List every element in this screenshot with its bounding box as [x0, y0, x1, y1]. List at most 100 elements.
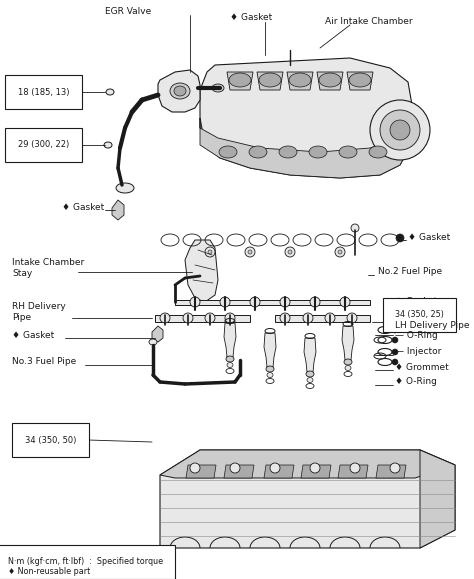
- Circle shape: [392, 327, 398, 333]
- Ellipse shape: [226, 356, 234, 362]
- Text: EGR Valve: EGR Valve: [105, 8, 151, 16]
- Ellipse shape: [249, 146, 267, 158]
- Ellipse shape: [149, 339, 157, 345]
- Text: Intake Chamber
Stay: Intake Chamber Stay: [12, 258, 84, 278]
- Ellipse shape: [170, 83, 190, 99]
- Polygon shape: [338, 465, 368, 478]
- Circle shape: [160, 313, 170, 323]
- Circle shape: [338, 250, 342, 254]
- Circle shape: [335, 247, 345, 257]
- Polygon shape: [152, 326, 163, 342]
- Text: 34 (350, 50): 34 (350, 50): [25, 435, 76, 445]
- Circle shape: [285, 247, 295, 257]
- Circle shape: [350, 463, 360, 473]
- Ellipse shape: [267, 372, 273, 378]
- Text: ♦ Gasket: ♦ Gasket: [408, 233, 450, 243]
- Text: ♦ Grommet: ♦ Grommet: [395, 364, 449, 372]
- Text: 34 (350, 25): 34 (350, 25): [395, 310, 444, 320]
- Polygon shape: [112, 200, 124, 220]
- Text: ♦ Gasket: ♦ Gasket: [12, 331, 54, 339]
- Ellipse shape: [289, 73, 311, 87]
- Ellipse shape: [319, 73, 341, 87]
- Polygon shape: [301, 465, 331, 478]
- Bar: [155, 315, 250, 322]
- Polygon shape: [420, 450, 455, 548]
- Polygon shape: [227, 72, 253, 90]
- Circle shape: [270, 463, 280, 473]
- Ellipse shape: [307, 378, 313, 383]
- Bar: [275, 315, 370, 322]
- Polygon shape: [200, 118, 408, 178]
- Circle shape: [351, 224, 359, 232]
- Ellipse shape: [339, 146, 357, 158]
- Ellipse shape: [345, 365, 351, 371]
- Polygon shape: [304, 338, 316, 372]
- Circle shape: [248, 250, 252, 254]
- Polygon shape: [342, 326, 354, 360]
- Circle shape: [390, 463, 400, 473]
- Circle shape: [347, 313, 357, 323]
- Polygon shape: [200, 58, 412, 178]
- Polygon shape: [224, 323, 236, 357]
- Text: N·m (kgf·cm, ft·lbf)  :  Specified torque: N·m (kgf·cm, ft·lbf) : Specified torque: [8, 558, 163, 566]
- Circle shape: [280, 297, 290, 307]
- Circle shape: [392, 359, 398, 365]
- Polygon shape: [347, 72, 373, 90]
- Circle shape: [392, 337, 398, 343]
- Ellipse shape: [229, 73, 251, 87]
- Ellipse shape: [174, 86, 186, 96]
- Ellipse shape: [106, 89, 114, 95]
- Circle shape: [303, 313, 313, 323]
- Text: 29 (300, 22): 29 (300, 22): [18, 141, 69, 149]
- Bar: [175, 300, 370, 305]
- Circle shape: [380, 110, 420, 150]
- Circle shape: [340, 297, 350, 307]
- Polygon shape: [376, 465, 406, 478]
- Circle shape: [310, 297, 320, 307]
- Text: Air Intake Chamber: Air Intake Chamber: [325, 17, 413, 27]
- Text: ♦ Gasket: ♦ Gasket: [230, 13, 272, 23]
- Polygon shape: [186, 465, 216, 478]
- Polygon shape: [158, 70, 200, 112]
- Ellipse shape: [266, 366, 274, 372]
- Circle shape: [288, 250, 292, 254]
- Ellipse shape: [104, 142, 112, 148]
- Ellipse shape: [219, 146, 237, 158]
- Ellipse shape: [227, 362, 233, 368]
- Text: — O-Ring: — O-Ring: [395, 331, 438, 339]
- Text: 18 (185, 13): 18 (185, 13): [18, 87, 70, 97]
- Polygon shape: [264, 333, 276, 367]
- Ellipse shape: [279, 146, 297, 158]
- Ellipse shape: [349, 73, 371, 87]
- Circle shape: [225, 313, 235, 323]
- Circle shape: [370, 100, 430, 160]
- Circle shape: [396, 234, 404, 242]
- Polygon shape: [185, 240, 218, 302]
- Text: No.3 Fuel Pipe: No.3 Fuel Pipe: [12, 357, 76, 367]
- Text: ♦ Non-reusable part: ♦ Non-reusable part: [8, 567, 90, 577]
- Circle shape: [325, 313, 335, 323]
- Polygon shape: [160, 450, 455, 548]
- Polygon shape: [317, 72, 343, 90]
- Text: ♦ Gasket: ♦ Gasket: [395, 298, 437, 306]
- Circle shape: [280, 313, 290, 323]
- Circle shape: [310, 463, 320, 473]
- Polygon shape: [287, 72, 313, 90]
- Ellipse shape: [116, 183, 134, 193]
- Text: No.2 Fuel Pipe: No.2 Fuel Pipe: [378, 267, 442, 277]
- Polygon shape: [160, 450, 455, 478]
- Ellipse shape: [344, 359, 352, 365]
- Circle shape: [205, 313, 215, 323]
- Circle shape: [190, 297, 200, 307]
- Circle shape: [220, 297, 230, 307]
- Circle shape: [230, 463, 240, 473]
- Ellipse shape: [369, 146, 387, 158]
- Circle shape: [190, 463, 200, 473]
- Circle shape: [205, 247, 215, 257]
- Circle shape: [208, 250, 212, 254]
- Circle shape: [183, 313, 193, 323]
- Text: LH Delivery Pipe: LH Delivery Pipe: [395, 321, 470, 329]
- Circle shape: [245, 247, 255, 257]
- Polygon shape: [264, 465, 294, 478]
- Circle shape: [250, 297, 260, 307]
